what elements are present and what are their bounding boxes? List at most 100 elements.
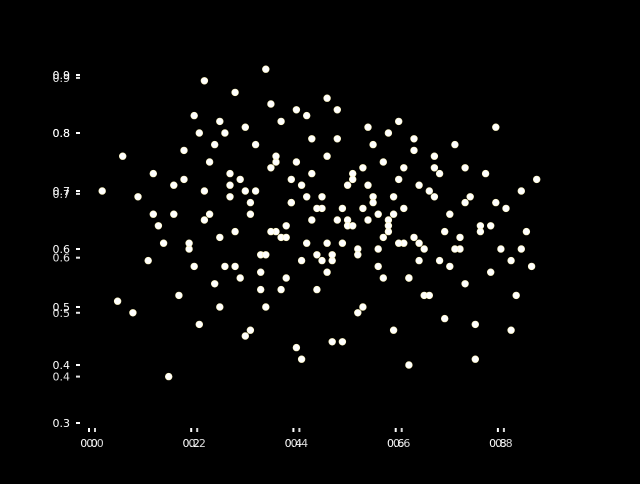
data-point <box>333 106 341 114</box>
data-point <box>487 222 495 230</box>
y-tick-mark <box>76 375 80 378</box>
data-point <box>369 140 377 149</box>
data-point <box>236 175 244 184</box>
data-point <box>277 117 285 126</box>
data-point <box>359 204 367 213</box>
data-point <box>241 187 250 195</box>
y-tick-mark <box>76 422 80 424</box>
data-point <box>211 140 219 149</box>
data-point <box>374 262 382 271</box>
data-point <box>175 291 183 300</box>
y-tick-label: 0.4 <box>53 359 71 372</box>
data-point <box>257 285 265 294</box>
data-point <box>144 256 152 265</box>
data-point <box>262 65 270 73</box>
data-point <box>211 280 219 288</box>
data-point <box>216 117 224 126</box>
x-tick-mark <box>190 428 193 432</box>
y-tick-label: 0.4 <box>53 371 71 384</box>
data-point <box>282 233 290 242</box>
x-tick-label: 0.4 <box>285 437 303 450</box>
data-point <box>246 198 255 207</box>
data-point <box>446 262 454 271</box>
data-point <box>323 239 331 247</box>
data-point <box>113 297 122 305</box>
data-point <box>333 135 341 143</box>
x-tick-mark <box>400 428 403 432</box>
data-point <box>277 285 285 294</box>
x-tick-label: 0.6 <box>387 437 405 450</box>
data-point <box>165 372 173 381</box>
y-tick-mark <box>76 248 80 250</box>
data-point <box>98 187 106 195</box>
data-point <box>216 303 224 311</box>
y-tick-mark <box>76 256 80 259</box>
data-point <box>461 280 469 288</box>
data-point <box>512 291 520 300</box>
y-axis-ticks: 0.30.40.50.60.70.80.90.40.50.60.70.80.9 <box>53 69 80 430</box>
data-point <box>200 77 209 85</box>
x-tick-label: 0.4 <box>291 437 309 450</box>
data-point <box>425 291 433 300</box>
y-tick-mark <box>76 192 80 195</box>
data-point <box>328 251 336 259</box>
data-point <box>159 239 168 247</box>
data-point <box>297 256 306 265</box>
data-point <box>287 175 295 184</box>
y-tick-label: 0.7 <box>53 188 71 201</box>
data-point <box>200 187 209 195</box>
data-point <box>405 274 413 282</box>
data-point <box>323 94 331 102</box>
data-point <box>517 245 525 253</box>
data-point <box>323 268 331 276</box>
y-tick-mark <box>76 311 80 314</box>
data-point <box>384 129 393 137</box>
data-point <box>476 227 485 236</box>
x-tick-mark <box>292 428 295 432</box>
data-point <box>205 158 214 166</box>
data-point <box>430 193 439 201</box>
data-point <box>507 326 515 334</box>
data-point <box>262 303 270 311</box>
data-point <box>379 158 387 166</box>
data-point <box>415 256 423 265</box>
x-tick-mark <box>94 428 96 432</box>
data-point <box>241 123 250 131</box>
data-point <box>272 152 280 160</box>
data-point <box>441 227 449 236</box>
data-point <box>338 239 347 247</box>
data-point <box>205 210 214 218</box>
data-point <box>129 309 137 317</box>
data-point <box>456 233 464 242</box>
y-tick-mark <box>76 364 80 366</box>
data-point <box>430 152 439 160</box>
data-point <box>236 274 244 282</box>
data-point <box>313 251 321 259</box>
data-point <box>190 111 198 120</box>
data-point <box>338 204 347 213</box>
data-point <box>487 268 495 276</box>
data-point <box>461 198 469 207</box>
data-point <box>292 343 301 352</box>
data-point <box>359 303 367 311</box>
data-point <box>502 204 510 213</box>
y-tick-label: 0.5 <box>53 301 71 314</box>
data-point <box>134 193 142 201</box>
data-point <box>349 175 357 184</box>
data-point <box>251 187 260 195</box>
data-point <box>195 129 204 137</box>
data-point <box>354 251 362 259</box>
data-point <box>359 164 367 172</box>
data-point <box>149 210 158 218</box>
data-point <box>395 239 403 247</box>
data-point <box>318 193 326 201</box>
data-point <box>313 204 321 213</box>
y-tick-mark <box>76 132 80 134</box>
data-point <box>338 338 347 346</box>
x-tick-label: 0.8 <box>495 437 513 450</box>
x-tick-label: 0.2 <box>188 437 206 450</box>
data-point <box>532 175 541 184</box>
data-point <box>471 355 479 363</box>
data-point <box>517 187 525 195</box>
